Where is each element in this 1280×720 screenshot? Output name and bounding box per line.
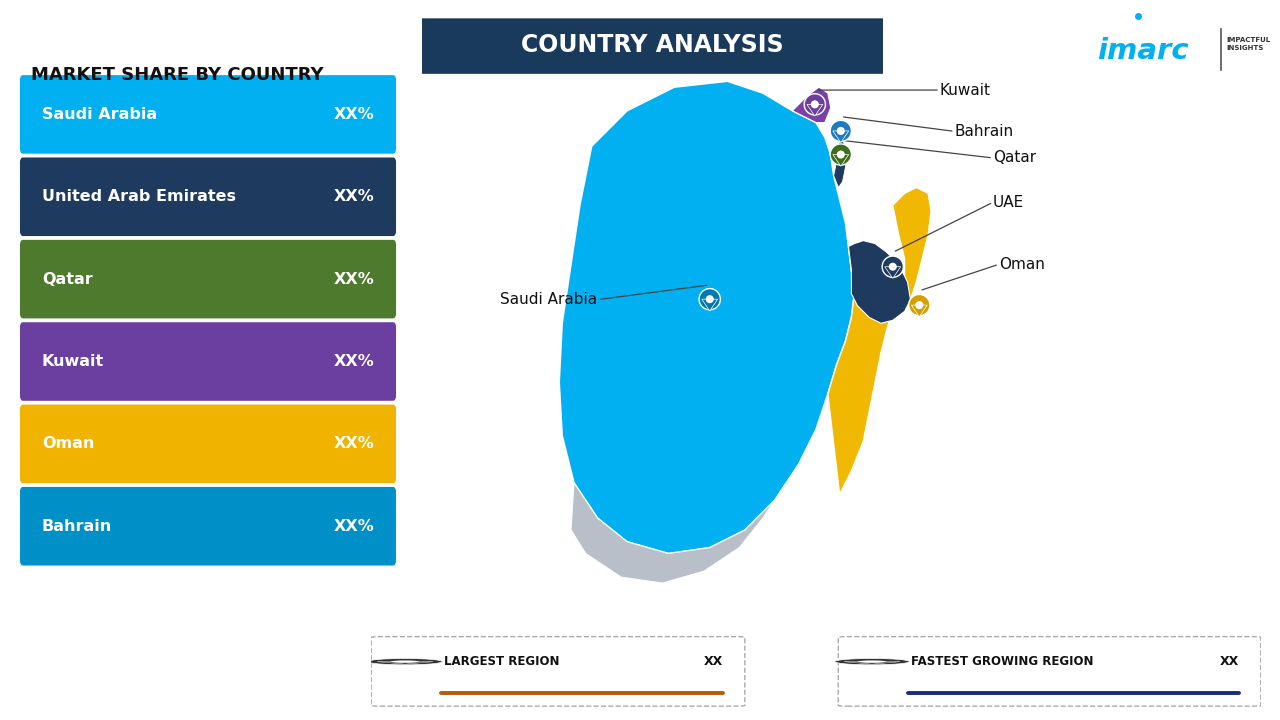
Circle shape [804,94,826,115]
Circle shape [390,660,420,663]
Text: UAE: UAE [993,194,1024,210]
Text: Oman: Oman [998,257,1044,271]
Polygon shape [559,81,854,554]
Polygon shape [833,140,846,187]
Text: Saudi Arabia: Saudi Arabia [500,292,598,307]
Text: XX%: XX% [333,271,374,287]
Circle shape [837,127,845,135]
FancyBboxPatch shape [20,405,396,483]
Circle shape [705,295,714,303]
Text: FASTEST GROWING REGION: FASTEST GROWING REGION [911,654,1093,667]
FancyBboxPatch shape [20,240,396,318]
Text: MARKET SHARE BY COUNTRY: MARKET SHARE BY COUNTRY [31,66,323,84]
Text: XX%: XX% [333,189,374,204]
Polygon shape [806,104,823,116]
Polygon shape [884,266,901,279]
Circle shape [831,144,851,165]
Text: Bahrain: Bahrain [42,518,113,534]
Text: XX%: XX% [333,518,374,534]
Circle shape [915,301,923,309]
FancyBboxPatch shape [20,75,396,153]
Text: Qatar: Qatar [993,150,1037,166]
Text: Qatar: Qatar [42,271,92,287]
Text: imarc: imarc [1097,37,1189,65]
Polygon shape [911,305,927,317]
Text: Kuwait: Kuwait [940,83,991,98]
Polygon shape [792,87,831,122]
Text: COUNTRY ANALYSIS: COUNTRY ANALYSIS [521,33,785,57]
Polygon shape [701,300,718,311]
Polygon shape [828,187,931,495]
Circle shape [888,263,897,271]
Text: XX%: XX% [333,354,374,369]
Text: United Arab Emirates: United Arab Emirates [42,189,236,204]
Text: Bahrain: Bahrain [955,124,1014,139]
Polygon shape [833,155,849,166]
Circle shape [837,150,845,158]
Circle shape [882,256,904,277]
Circle shape [835,127,846,139]
FancyBboxPatch shape [20,323,396,401]
Text: XX: XX [703,654,723,667]
FancyBboxPatch shape [20,158,396,236]
Circle shape [831,120,851,142]
Text: LARGEST REGION: LARGEST REGION [444,654,559,667]
Polygon shape [849,240,910,323]
FancyBboxPatch shape [413,18,892,74]
Text: Oman: Oman [42,436,95,451]
FancyBboxPatch shape [838,636,1261,706]
Text: XX%: XX% [333,436,374,451]
Circle shape [909,294,931,316]
Polygon shape [833,131,849,143]
Circle shape [858,660,886,663]
Text: Saudi Arabia: Saudi Arabia [42,107,157,122]
Circle shape [367,659,443,665]
Circle shape [810,100,819,109]
Polygon shape [378,662,433,664]
Text: IMPACTFUL
INSIGHTS: IMPACTFUL INSIGHTS [1226,37,1270,50]
Circle shape [699,289,721,310]
Polygon shape [844,662,900,664]
Circle shape [835,659,909,665]
Text: XX: XX [1220,654,1239,667]
FancyBboxPatch shape [20,487,396,565]
Text: Kuwait: Kuwait [42,354,104,369]
Polygon shape [571,465,799,583]
FancyBboxPatch shape [371,636,745,706]
Text: XX%: XX% [333,107,374,122]
